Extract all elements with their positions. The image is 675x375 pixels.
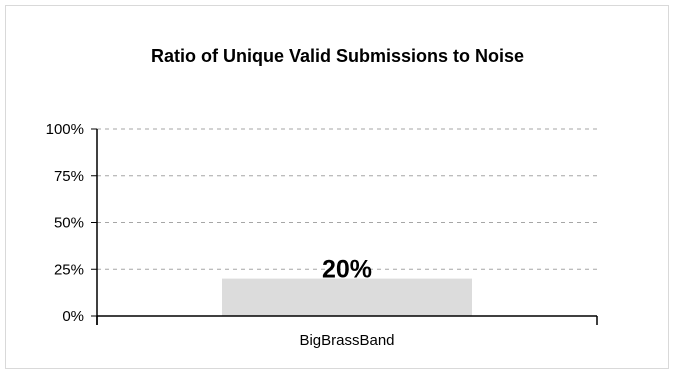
- y-tick-label: 50%: [54, 215, 84, 232]
- chart-title: Ratio of Unique Valid Submissions to Noi…: [150, 46, 525, 66]
- y-tick-label: 0%: [62, 308, 84, 325]
- bar-data-label: 20%: [322, 256, 372, 284]
- y-tick-labels: 0% 25% 50% 75% 100%: [46, 121, 84, 325]
- x-category-labels: BigBrassBand: [299, 332, 394, 349]
- axes: [91, 128, 598, 325]
- y-tick-label: 25%: [54, 261, 84, 278]
- bar: [222, 278, 472, 316]
- bars: [222, 278, 472, 316]
- y-tick-label: 75%: [54, 168, 84, 185]
- y-tick-label: 100%: [46, 121, 84, 138]
- gridlines: [97, 128, 597, 270]
- x-category-label: BigBrassBand: [299, 332, 394, 349]
- data-labels: 20%: [322, 256, 372, 284]
